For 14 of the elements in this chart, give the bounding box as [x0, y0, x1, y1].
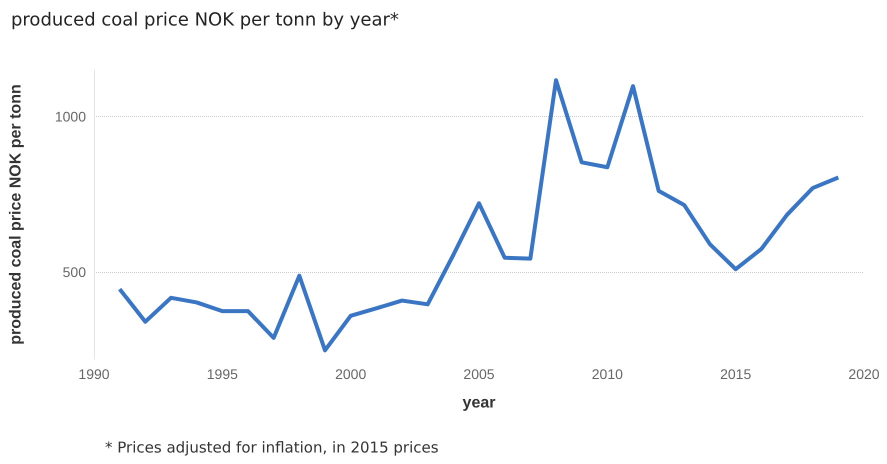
text: * Prices adjusted for inflation, in 2015 prices: [105, 438, 439, 456]
x-tick-label: 2020: [848, 366, 880, 382]
x-tick-label: 1990: [78, 366, 110, 382]
x-tick-label: 2015: [720, 366, 752, 382]
x-tick-label: 2010: [592, 366, 624, 382]
y-tick-label: 500: [62, 264, 86, 280]
x-tick-label: 2005: [463, 366, 495, 382]
line-series: [118, 78, 840, 352]
y-axis-title: produced coal price NOK per tonn: [8, 84, 24, 345]
y-tick-label: 1000: [54, 108, 86, 125]
x-tick-label: 2000: [335, 366, 366, 382]
x-tick-label: 1995: [206, 366, 238, 382]
chart-title: produced coal price NOK per tonn by year*: [11, 10, 399, 30]
x-axis-title: year: [462, 394, 496, 412]
